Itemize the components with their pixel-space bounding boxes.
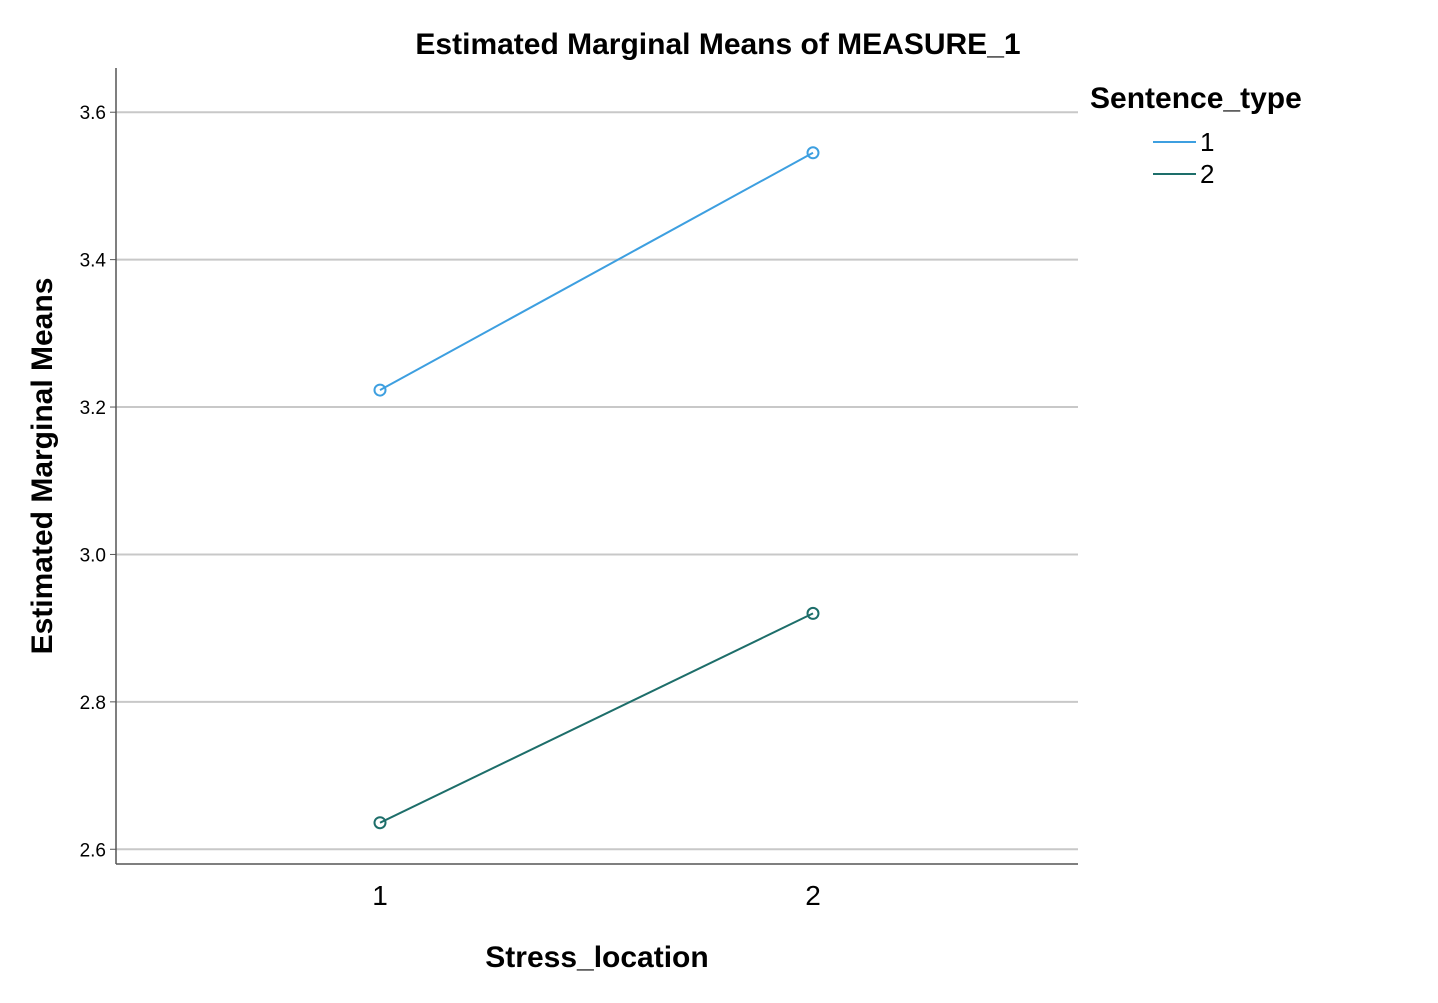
y-tick-label: 3.6 xyxy=(80,103,106,124)
legend-label: 2 xyxy=(1200,159,1214,189)
data-point xyxy=(806,606,820,620)
y-tick-labels: 2.6 2.8 3.0 3.2 3.4 3.6 xyxy=(80,103,107,861)
chart-title: Estimated Marginal Means of MEASURE_1 xyxy=(415,28,1020,61)
x-tick-label: 2 xyxy=(805,880,821,911)
series-line xyxy=(379,612,814,824)
y-tick-label: 3.2 xyxy=(80,398,106,419)
series-line xyxy=(379,151,814,391)
y-tick-label: 3.0 xyxy=(80,545,106,566)
gridlines xyxy=(110,111,1078,851)
y-axis-title: Estimated Marginal Means xyxy=(26,278,59,655)
legend-items: 12 xyxy=(1153,127,1214,189)
axes xyxy=(115,68,1078,865)
x-axis-title: Stress_location xyxy=(485,941,708,974)
y-tick-label: 2.8 xyxy=(80,693,106,714)
x-tick-label: 1 xyxy=(372,880,388,911)
y-tick-label: 3.4 xyxy=(80,251,107,272)
legend-title: Sentence_type xyxy=(1090,82,1302,115)
series-lines xyxy=(373,146,820,830)
legend: Sentence_type 12 xyxy=(1090,82,1302,189)
data-point xyxy=(373,816,387,830)
data-point xyxy=(806,146,820,160)
legend-label: 1 xyxy=(1200,127,1214,157)
data-point xyxy=(373,383,387,397)
y-tick-label: 2.6 xyxy=(80,840,106,861)
